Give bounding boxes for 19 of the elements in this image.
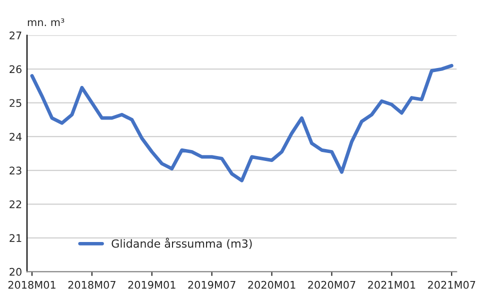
legend-label: Glidande årssumma (m3)	[112, 238, 252, 250]
y-tick-label: 20	[10, 268, 22, 276]
y-tick-label: 26	[10, 65, 22, 74]
x-tick-label: 2021M01	[368, 280, 416, 289]
y-tick-label: 21	[10, 234, 22, 242]
y-tick-label: 24	[10, 132, 22, 141]
x-tick-label: 2019M07	[188, 280, 236, 289]
x-tick-label: 2020M07	[308, 280, 356, 289]
y-tick-label: 22	[10, 200, 22, 208]
x-tick-label: 2020M01	[248, 280, 296, 289]
y-axis-title: mn. m³	[28, 18, 64, 26]
y-tick-label: 25	[10, 99, 22, 107]
x-tick-label: 2018M07	[68, 280, 116, 289]
line-series	[30, 64, 454, 182]
y-tick-label: 23	[10, 166, 22, 174]
x-tick-label: 2021M07	[428, 280, 476, 289]
y-tick-label: 27	[10, 32, 22, 40]
x-tick-label: 2018M01	[8, 280, 56, 289]
x-tick-label: 2019M01	[128, 280, 176, 289]
